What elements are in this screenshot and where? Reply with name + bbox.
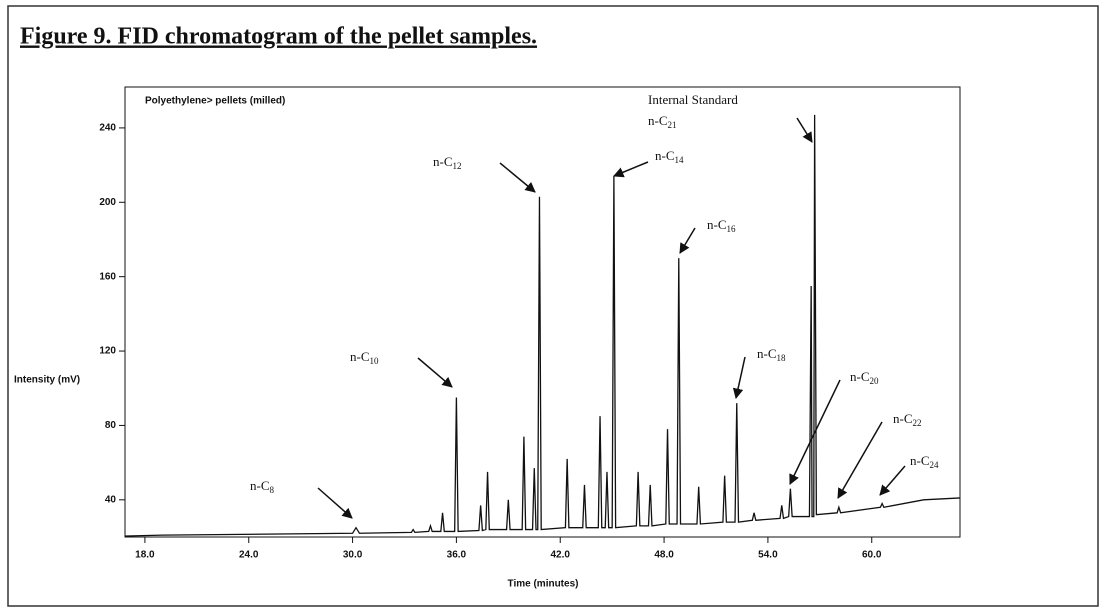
peak-label: n-C21	[648, 113, 677, 130]
peak-label-subscript: 18	[777, 353, 787, 363]
peak-label: n-C14	[655, 148, 684, 165]
peak-arrow	[789, 379, 841, 485]
y-tick-label: 40	[105, 494, 117, 505]
x-tick-label: 24.0	[239, 550, 259, 561]
peak-label: n-C10	[350, 349, 379, 366]
peak-label-subscript: 20	[870, 376, 880, 386]
peak-arrow	[879, 465, 906, 496]
peak-label-subscript: 10	[370, 356, 380, 366]
figure-title: Figure 9. FID chromatogram of the pellet…	[20, 24, 537, 50]
peak-label-subscript: 24	[930, 460, 940, 470]
x-tick-label: 60.0	[862, 550, 882, 561]
x-tick-label: 36.0	[447, 550, 467, 561]
peak-label-subscript: 21	[668, 120, 677, 130]
peak-label: n-C16	[707, 217, 736, 234]
peak-label: n-C12	[433, 154, 462, 171]
peak-label: n-C24	[910, 453, 939, 470]
peak-label-text: n-C	[910, 453, 930, 468]
x-tick-label: 30.0	[343, 550, 363, 561]
peak-label-text: n-C	[250, 478, 270, 493]
peak-label: n-C22	[893, 411, 922, 428]
peak-label-text: n-C	[350, 349, 370, 364]
peak-label-subscript: 14	[675, 155, 685, 165]
figure-border	[7, 5, 1099, 607]
x-tick-label: 48.0	[654, 550, 674, 561]
peak-arrow	[317, 487, 353, 519]
y-tick-label: 120	[99, 346, 116, 357]
peak-label-text: n-C	[648, 113, 668, 128]
peak-label: n-C18	[757, 346, 786, 363]
y-axis-label: Intensity (mV)	[14, 375, 80, 386]
peak-arrow	[837, 421, 883, 499]
peak-label-subscript: 16	[727, 224, 737, 234]
peak-label-subscript: 8	[270, 485, 275, 495]
peak-label-text: n-C	[757, 346, 777, 361]
x-axis-label: Time (minutes)	[508, 579, 579, 590]
sample-label: Polyethylene> pellets (milled)	[145, 96, 285, 107]
peak-label: n-C8	[250, 478, 275, 495]
y-tick-label: 80	[105, 420, 117, 431]
peak-arrow	[417, 357, 453, 388]
peak-label: n-C20	[850, 369, 879, 386]
plot-frame	[124, 86, 961, 538]
y-tick-label: 200	[99, 197, 116, 208]
peak-arrow	[613, 161, 649, 178]
internal-standard-label: Internal Standard	[648, 92, 738, 107]
peak-label-subscript: 12	[453, 161, 462, 171]
peak-arrow	[679, 227, 696, 254]
peak-label-text: n-C	[707, 217, 727, 232]
peak-arrow	[796, 117, 813, 143]
peak-label-subscript: 22	[913, 418, 922, 428]
chromatogram-trace	[124, 114, 961, 537]
peak-label-text: n-C	[433, 154, 453, 169]
y-tick-label: 160	[99, 271, 116, 282]
x-tick-label: 54.0	[758, 550, 778, 561]
peak-arrow	[732, 356, 746, 400]
peak-label-text: n-C	[655, 148, 675, 163]
x-tick-label: 18.0	[135, 550, 155, 561]
y-tick-label: 240	[99, 123, 116, 134]
peak-label-text: n-C	[893, 411, 913, 426]
x-tick-label: 42.0	[551, 550, 571, 561]
peak-label-text: n-C	[850, 369, 870, 384]
peak-arrow	[499, 162, 536, 193]
